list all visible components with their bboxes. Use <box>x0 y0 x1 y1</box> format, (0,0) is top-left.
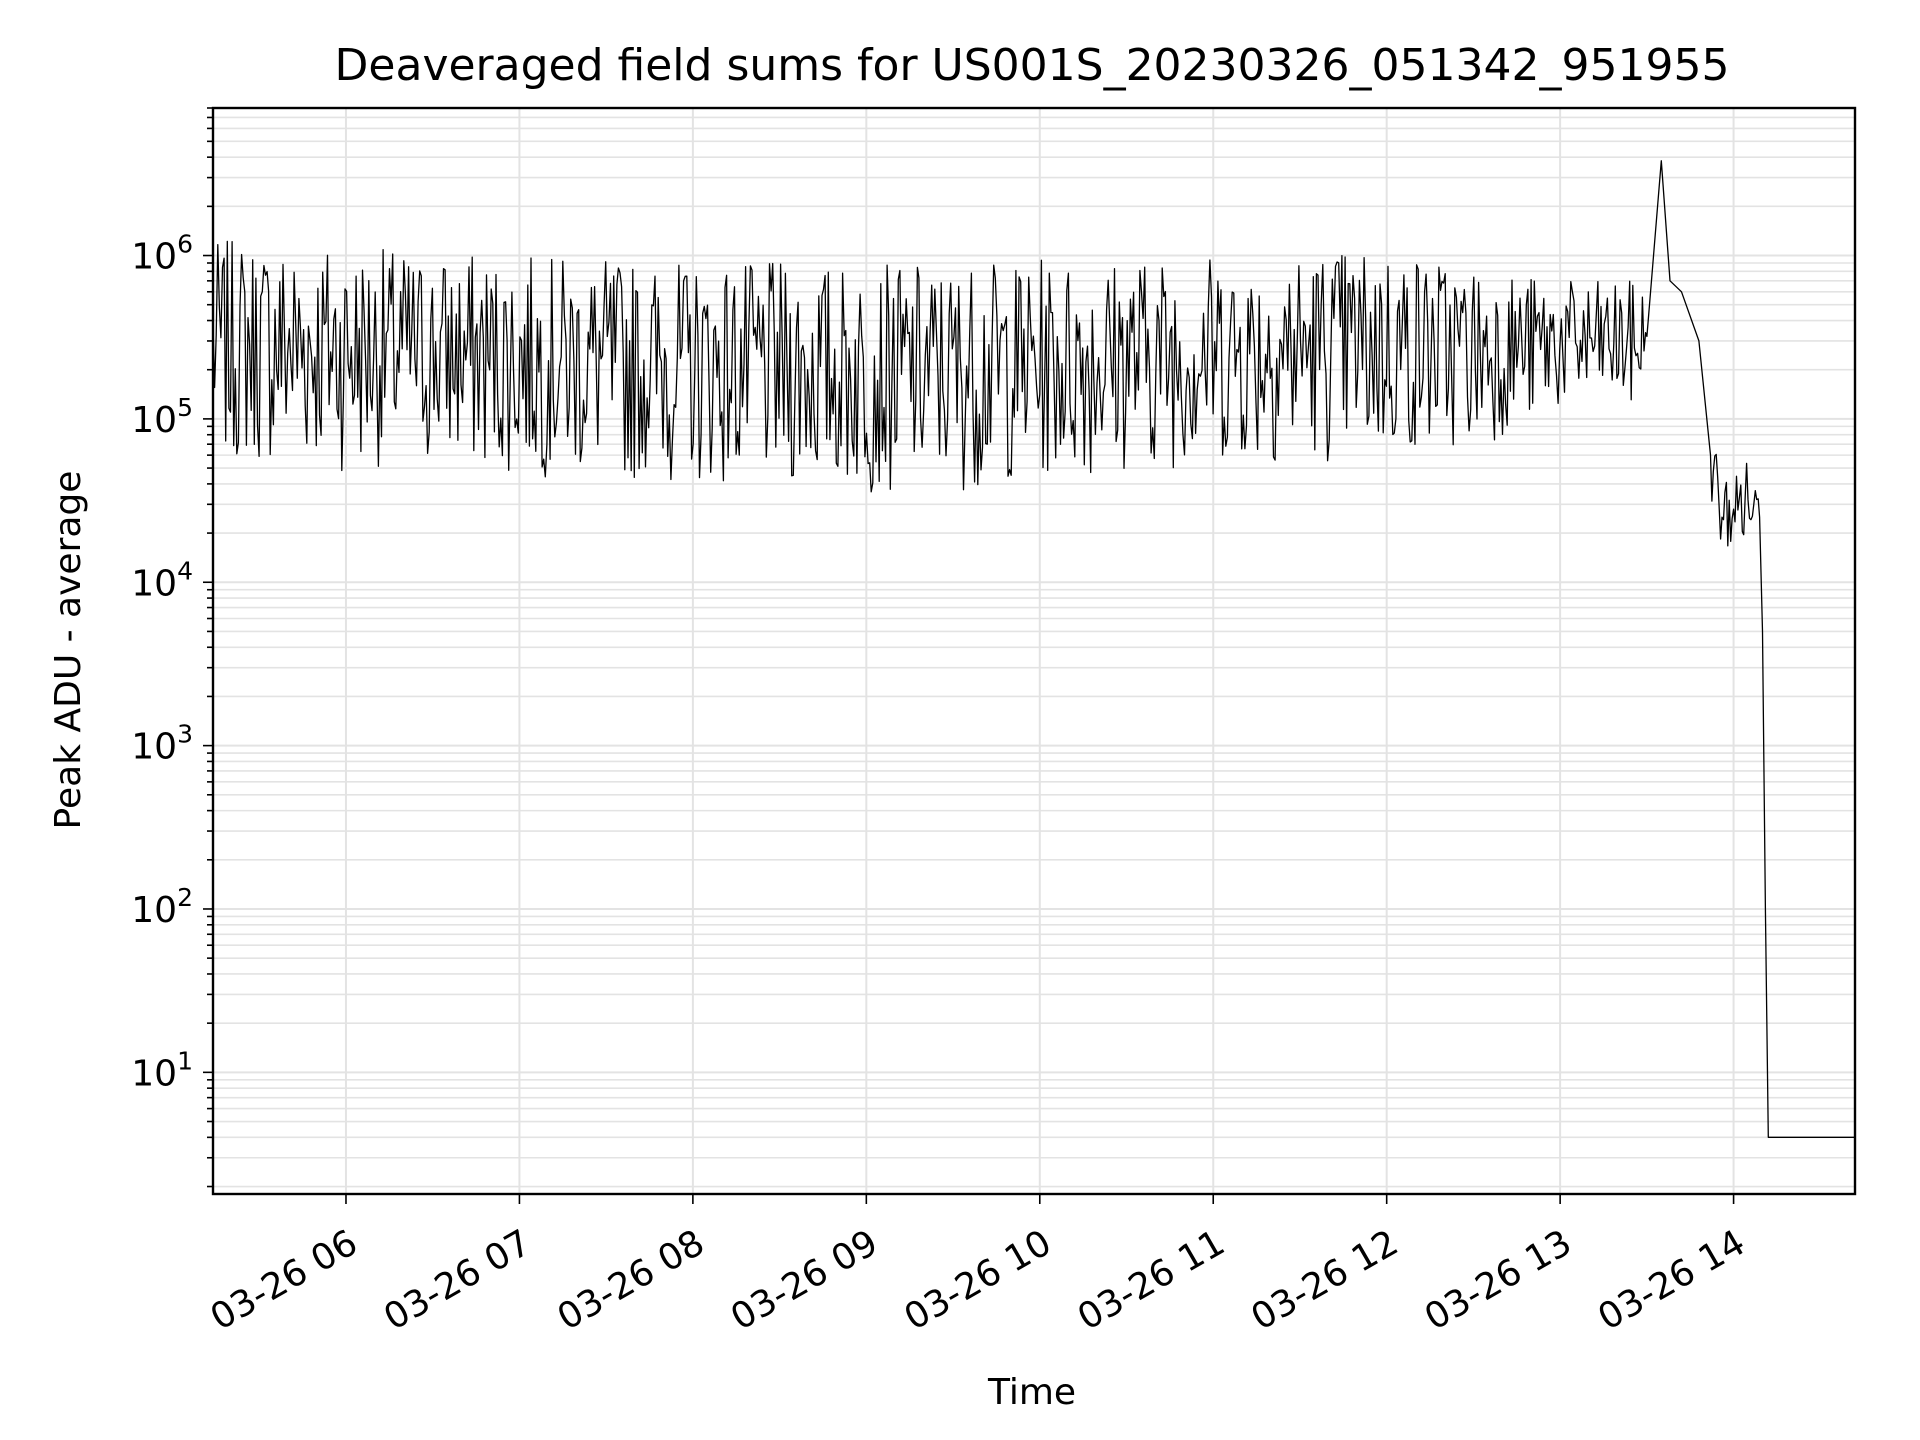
y-tick-label: 104 <box>131 556 193 604</box>
y-tick-label: 105 <box>131 393 193 441</box>
series-line <box>212 160 1855 1138</box>
y-tick-label: 106 <box>131 230 193 278</box>
y-axis-label: Peak ADU - average <box>48 471 89 830</box>
y-tick-label: 101 <box>131 1046 193 1094</box>
chart-title: Deaveraged field sums for US001S_2023032… <box>335 40 1730 91</box>
x-axis-label: Time <box>987 1372 1076 1413</box>
y-tick-label: 102 <box>131 883 193 931</box>
series <box>212 160 1855 1138</box>
y-tick-label: 103 <box>131 720 193 768</box>
plot-frame <box>211 106 1857 1196</box>
